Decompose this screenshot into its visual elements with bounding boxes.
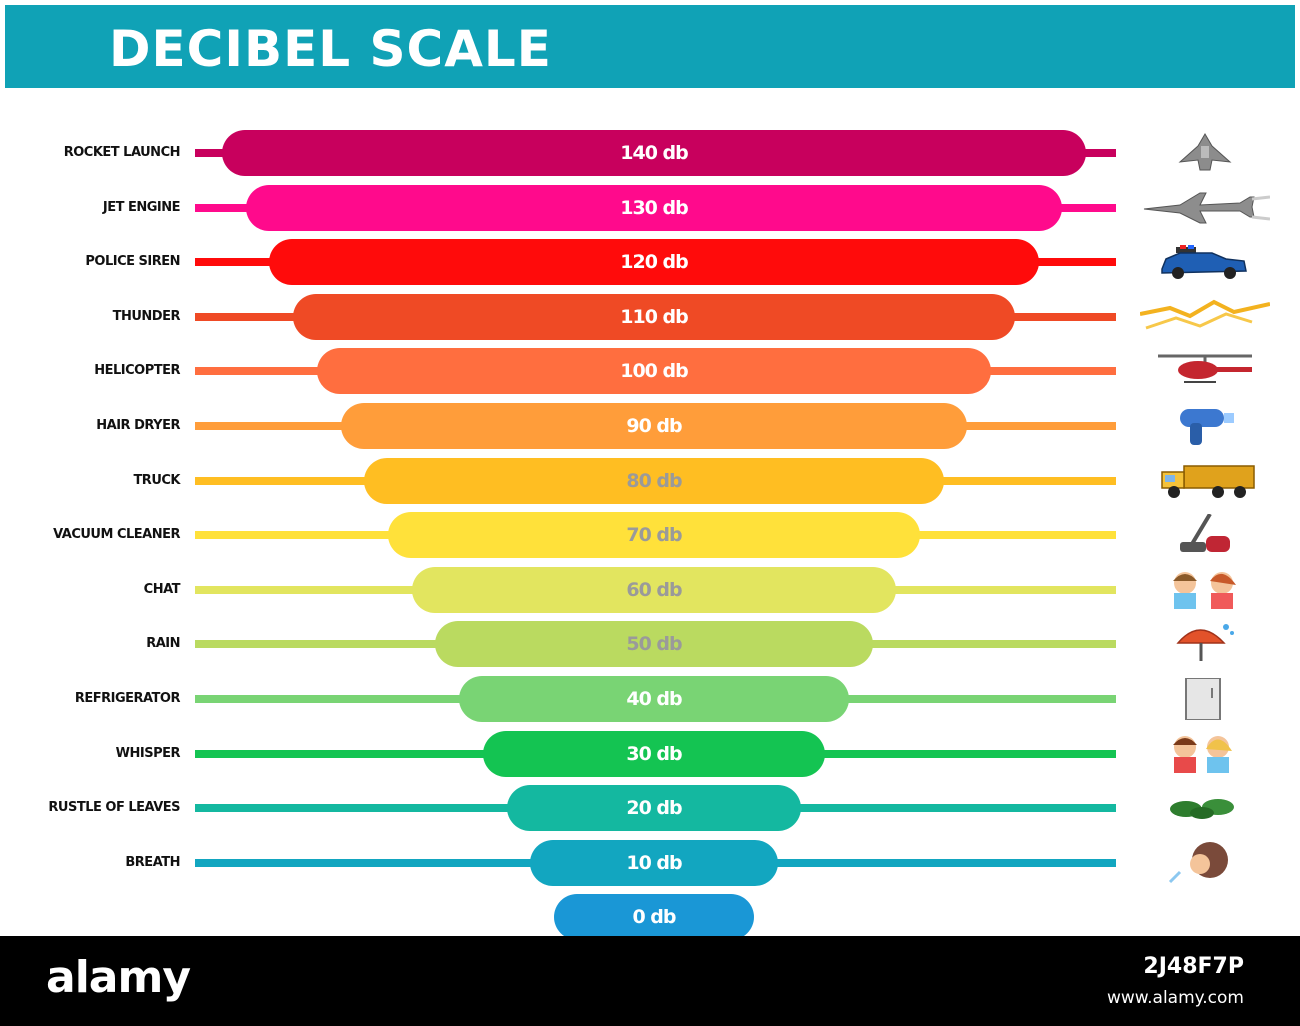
row-label: VACUUM CLEANER: [53, 527, 180, 542]
chat-icon: [1140, 569, 1270, 611]
scale-row: RAIN 50 db: [0, 621, 1300, 667]
decibel-value: 10 db: [626, 852, 682, 874]
scale-row: CHAT 60 db: [0, 567, 1300, 613]
scale-row: POLICE SIREN 120 db: [0, 239, 1300, 285]
decibel-value: 50 db: [626, 633, 682, 655]
decibel-value: 20 db: [626, 797, 682, 819]
scale-row: JET ENGINE 130 db: [0, 185, 1300, 231]
scale-row: ROCKET LAUNCH 140 db: [0, 130, 1300, 176]
scale-row: REFRIGERATOR 40 db: [0, 676, 1300, 722]
helicopter-icon: [1140, 350, 1270, 392]
decibel-value: 0 db: [632, 906, 676, 928]
row-label: REFRIGERATOR: [74, 691, 181, 706]
fridge-icon: [1140, 678, 1270, 720]
site-url: www.alamy.com: [1106, 988, 1244, 1008]
jet-icon: [1140, 187, 1270, 229]
hair-dryer-icon: [1140, 405, 1270, 447]
row-label: RAIN: [146, 636, 180, 651]
row-label: POLICE SIREN: [85, 254, 180, 269]
row-label: RUSTLE OF LEAVES: [48, 800, 180, 815]
row-label: HELICOPTER: [94, 363, 180, 378]
umbrella-icon: [1140, 623, 1270, 665]
decibel-value: 140 db: [620, 142, 688, 164]
scale-row: THUNDER 110 db: [0, 294, 1300, 340]
decibel-bar: 30 db: [482, 731, 826, 777]
truck-icon: [1140, 460, 1270, 502]
page-title: DECIBEL SCALE: [109, 20, 552, 78]
row-label: WHISPER: [115, 746, 181, 761]
scale-row: BREATH 10 db: [0, 840, 1300, 886]
decibel-value: 60 db: [626, 579, 682, 601]
decibel-value: 40 db: [626, 688, 682, 710]
decibel-value: 130 db: [620, 197, 688, 219]
scale-row: RUSTLE OF LEAVES 20 db: [0, 785, 1300, 831]
brand-logo: alamy: [46, 952, 191, 1003]
scale-row: VACUUM CLEANER 70 db: [0, 512, 1300, 558]
decibel-bar: 40 db: [459, 676, 849, 722]
decibel-value: 120 db: [620, 251, 688, 273]
scale-row: 0 db: [0, 894, 1300, 940]
scale-row: WHISPER 30 db: [0, 731, 1300, 777]
row-label: CHAT: [143, 582, 181, 597]
decibel-value: 70 db: [626, 524, 682, 546]
row-label: TRUCK: [133, 473, 180, 488]
decibel-bar: 20 db: [506, 785, 802, 831]
scale-row: TRUCK 80 db: [0, 458, 1300, 504]
decibel-value: 100 db: [620, 360, 688, 382]
footer-bar: alamy 2J48F7P www.alamy.com: [0, 936, 1300, 1026]
decibel-value: 90 db: [626, 415, 682, 437]
decibel-bar: 50 db: [435, 621, 873, 667]
row-label: ROCKET LAUNCH: [63, 145, 181, 160]
decibel-bar: 90 db: [340, 403, 968, 449]
scale-row: HAIR DRYER 90 db: [0, 403, 1300, 449]
decibel-bar: 110 db: [293, 294, 1015, 340]
decibel-bar: 130 db: [245, 185, 1063, 231]
decibel-bar: 70 db: [388, 512, 920, 558]
decibel-value: 30 db: [626, 743, 682, 765]
police-car-icon: [1140, 241, 1270, 283]
vacuum-icon: [1140, 514, 1270, 556]
decibel-bar: 10 db: [530, 840, 778, 886]
row-label: JET ENGINE: [102, 200, 181, 215]
row-label: THUNDER: [112, 309, 181, 324]
rocket-icon: [1140, 132, 1270, 174]
decibel-bar: 80 db: [364, 458, 944, 504]
decibel-bar: 100 db: [316, 348, 992, 394]
decibel-value: 80 db: [626, 470, 682, 492]
breath-icon: [1140, 842, 1270, 884]
decibel-value: 110 db: [620, 306, 688, 328]
leaves-icon: [1140, 787, 1270, 829]
scale-row: HELICOPTER 100 db: [0, 348, 1300, 394]
row-label: BREATH: [125, 855, 180, 870]
decibel-bar: 60 db: [411, 567, 897, 613]
row-label: HAIR DRYER: [96, 418, 180, 433]
title-banner: DECIBEL SCALE: [5, 5, 1295, 88]
image-id: 2J48F7P: [1143, 954, 1244, 979]
decibel-bar: 0 db: [554, 894, 754, 940]
thunder-icon: [1140, 296, 1270, 338]
decibel-bar: 120 db: [269, 239, 1039, 285]
whisper-icon: [1140, 733, 1270, 775]
decibel-bar: 140 db: [222, 130, 1086, 176]
